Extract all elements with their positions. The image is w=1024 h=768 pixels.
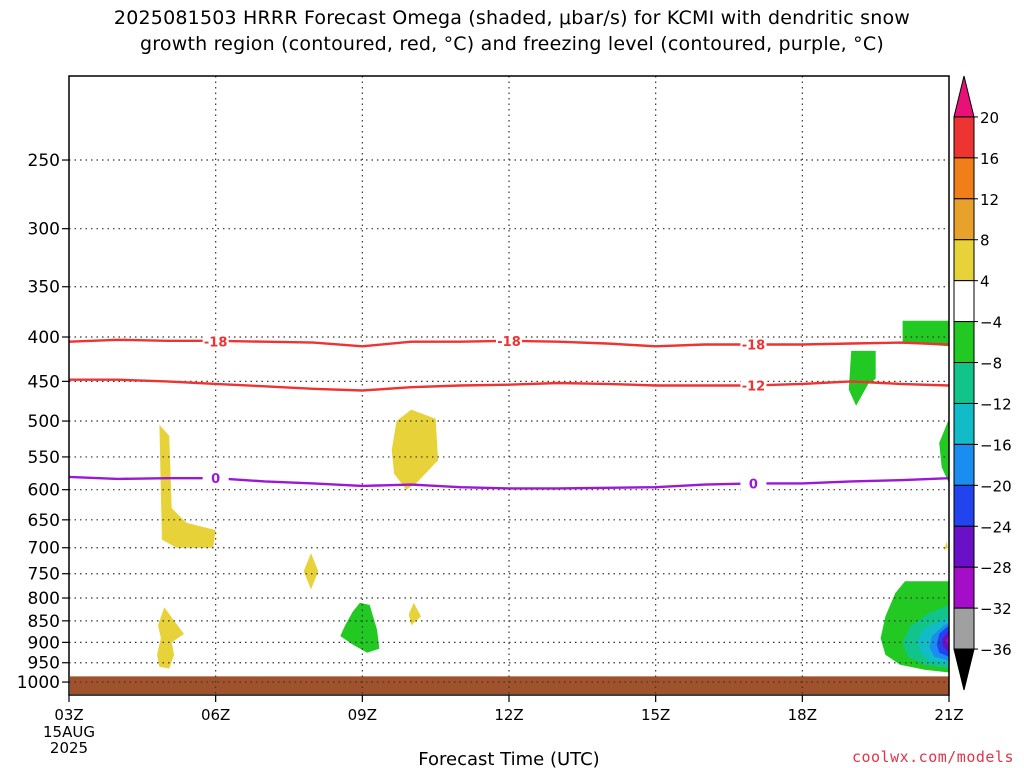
colorbar-level-label: −12 bbox=[980, 395, 1012, 413]
y-tick-label-850: 850 bbox=[28, 612, 60, 632]
x-tick-label-06Z: 06Z bbox=[201, 706, 230, 724]
omega-region-5 bbox=[408, 602, 421, 626]
omega-region-9 bbox=[902, 320, 949, 347]
ground-fill bbox=[70, 676, 949, 694]
contour-label--18: -18 bbox=[204, 336, 228, 351]
y-axis: 2503003504004505005506006507007508008509… bbox=[17, 151, 69, 693]
omega-region-6 bbox=[944, 541, 948, 551]
x-tick-label-12Z: 12Z bbox=[494, 706, 523, 724]
omega-region-8 bbox=[848, 350, 876, 406]
y-tick-label-600: 600 bbox=[28, 481, 60, 501]
colorbar-segment-8 bbox=[953, 402, 975, 445]
y-tick-label-300: 300 bbox=[28, 220, 60, 240]
x-tick-label-03Z: 03Z bbox=[54, 706, 83, 724]
y-tick-label-700: 700 bbox=[28, 539, 60, 559]
colorbar-segment-11 bbox=[953, 525, 975, 568]
colorbar-segment-12 bbox=[953, 566, 975, 609]
contour-label-bg bbox=[740, 476, 767, 491]
contour-label--18: -18 bbox=[742, 338, 766, 353]
contour-label-0: 0 bbox=[749, 477, 758, 492]
colorbar-segment-13 bbox=[953, 607, 975, 650]
omega-region-3 bbox=[303, 553, 319, 590]
colorbar: 20 16 12 8 4 −4 −8 −12 −16 −20 −24 −28 −32 −36 bbox=[953, 75, 1012, 691]
colorbar-segment-7 bbox=[953, 362, 975, 404]
colorbar-segment-3 bbox=[953, 198, 975, 241]
grid-lines bbox=[69, 76, 949, 695]
y-tick-label-750: 750 bbox=[28, 565, 60, 585]
colorbar-bottom-arrow bbox=[953, 648, 975, 691]
y-tick-label-900: 900 bbox=[28, 633, 60, 653]
x-axis-label: Forecast Time (UTC) bbox=[418, 749, 599, 768]
colorbar-level-label: 16 bbox=[980, 150, 999, 168]
y-tick-label-800: 800 bbox=[28, 589, 60, 609]
colorbar-level-label: −24 bbox=[980, 518, 1012, 536]
colorbar-segment-1 bbox=[953, 116, 975, 159]
colorbar-segment-6 bbox=[953, 321, 975, 364]
colorbar-segment-4 bbox=[953, 239, 975, 282]
colorbar-level-label: −16 bbox=[980, 436, 1012, 454]
omega-region-2 bbox=[391, 409, 439, 490]
y-tick-label-650: 650 bbox=[28, 511, 60, 531]
colorbar-level-label: −28 bbox=[980, 559, 1012, 577]
colorbar-segment-9 bbox=[953, 443, 975, 486]
y-tick-label-450: 450 bbox=[28, 372, 60, 392]
colorbar-level-label: 20 bbox=[980, 109, 999, 127]
omega-region-10 bbox=[939, 418, 949, 484]
omega-region-16 bbox=[942, 630, 949, 652]
contour-label-bg bbox=[740, 337, 767, 352]
colorbar-segment-5 bbox=[953, 280, 975, 323]
colorbar-level-label: −8 bbox=[980, 355, 1002, 373]
contour-line--12 bbox=[69, 378, 950, 392]
x-tick-label-18Z: 18Z bbox=[788, 706, 817, 724]
colorbar-level-label: 4 bbox=[980, 273, 990, 291]
chart-title-line-2: growth region (contoured, red, °C) and f… bbox=[140, 33, 884, 55]
colorbar-level-label: −36 bbox=[980, 641, 1012, 659]
colorbar-segment-2 bbox=[953, 157, 975, 200]
colorbar-level-label: 12 bbox=[980, 191, 999, 209]
omega-region-4 bbox=[157, 607, 184, 669]
contour-label-bg bbox=[740, 378, 767, 393]
contour-label-bg bbox=[202, 471, 229, 486]
contour-label-0: 0 bbox=[211, 472, 220, 487]
x-date-label-2: 2025 bbox=[50, 739, 88, 757]
colorbar-level-label: −32 bbox=[980, 600, 1012, 618]
y-tick-label-250: 250 bbox=[28, 151, 60, 171]
y-tick-label-950: 950 bbox=[28, 654, 60, 674]
colorbar-level-label: 8 bbox=[980, 232, 990, 250]
chart-title-line-1: 2025081503 HRRR Forecast Omega (shaded, … bbox=[113, 7, 911, 29]
contour-label--18: -18 bbox=[497, 335, 521, 350]
ground-layer bbox=[70, 676, 949, 694]
omega-region-1 bbox=[159, 424, 216, 548]
contour-label--12: -12 bbox=[742, 380, 766, 395]
omega-region-17 bbox=[945, 634, 949, 645]
x-tick-label-09Z: 09Z bbox=[348, 706, 377, 724]
colorbar-level-label: −20 bbox=[980, 477, 1012, 495]
contour-label-bg bbox=[496, 333, 522, 348]
colorbar-top-arrow bbox=[953, 75, 975, 118]
contour-label-bg bbox=[202, 334, 229, 349]
colorbar-level-label: −4 bbox=[980, 314, 1002, 332]
x-tick-label-15Z: 15Z bbox=[641, 706, 670, 724]
y-tick-label-1000: 1000 bbox=[17, 673, 60, 693]
y-tick-label-350: 350 bbox=[28, 278, 60, 298]
y-tick-label-550: 550 bbox=[28, 448, 60, 468]
colorbar-segment-10 bbox=[953, 484, 975, 527]
contour-lines: -18 -18 -18 -12 0 0 bbox=[68, 333, 950, 492]
omega-region-7 bbox=[340, 602, 380, 653]
y-tick-label-500: 500 bbox=[28, 412, 60, 432]
credit-link[interactable]: coolwx.com/models bbox=[851, 748, 1014, 766]
y-tick-label-400: 400 bbox=[28, 328, 60, 348]
x-date-label-1: 15AUG bbox=[43, 723, 95, 741]
x-tick-label-21Z: 21Z bbox=[934, 706, 963, 724]
